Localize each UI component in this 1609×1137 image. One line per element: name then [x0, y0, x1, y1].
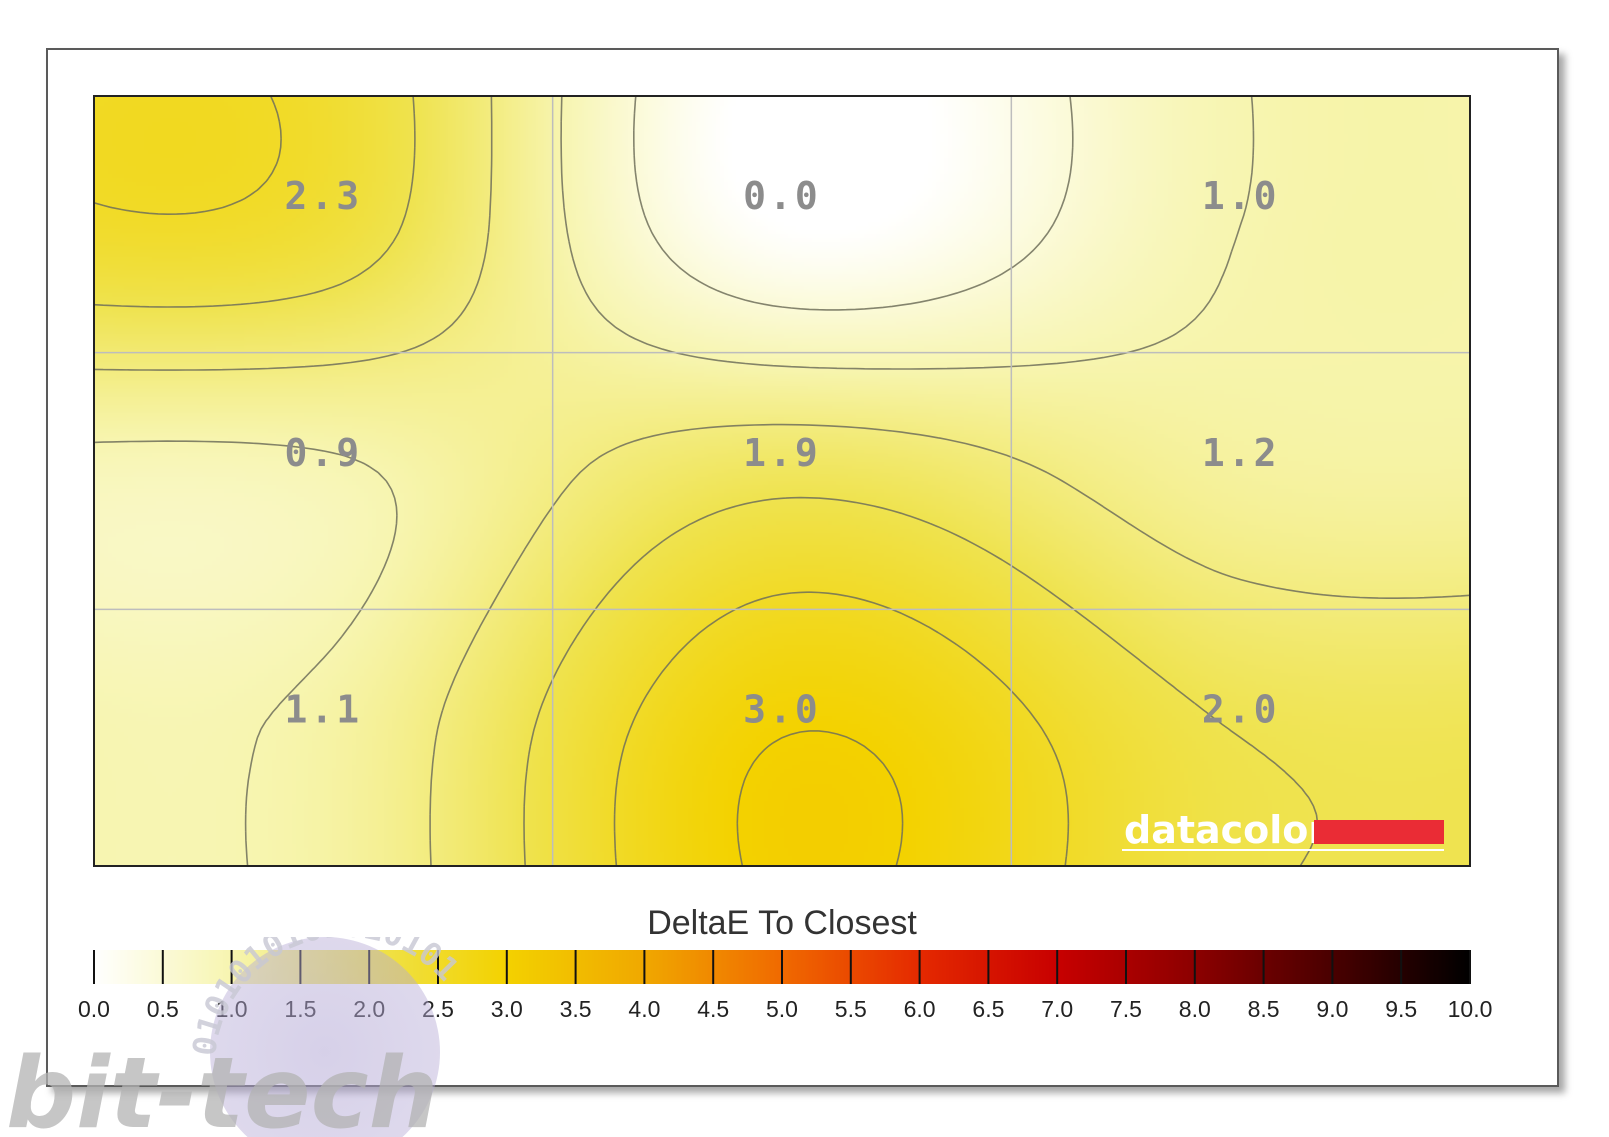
contour-line-2 — [94, 96, 1319, 866]
bit-tech-watermark: 0101010101010101 bit-tech — [6, 937, 466, 1137]
legend-tick-label-4.5: 4.5 — [697, 996, 729, 1022]
datacolor-logo: datacolor — [1122, 808, 1444, 852]
contour-lines — [94, 96, 1470, 866]
legend-tick-label-7.5: 7.5 — [1110, 996, 1142, 1022]
contour-line-1 — [94, 96, 1255, 866]
legend-tick-label-9.0: 9.0 — [1316, 996, 1348, 1022]
cell-label-r2-c2: 2.0 — [1202, 687, 1280, 731]
grid-lines — [94, 96, 1470, 866]
legend-tick-label-0.0: 0.0 — [78, 996, 110, 1022]
watermark-disc — [210, 937, 440, 1137]
legend-tick-label-5.5: 5.5 — [835, 996, 867, 1022]
cell-label-r1-c2: 1.2 — [1202, 431, 1280, 475]
legend-tick-label-8.0: 8.0 — [1179, 996, 1211, 1022]
chart-frame: 2.3 0.0 1.0 0.9 1.9 1.2 1.1 3.0 2.0 datacolor De… — [46, 48, 1559, 1087]
legend-tick-label-6.0: 6.0 — [904, 996, 936, 1022]
heatmap-chart: 2.3 0.0 1.0 0.9 1.9 1.2 1.1 3.0 2.0 datacolor De… — [78, 95, 1493, 1022]
cell-label-r1-c0: 0.9 — [285, 431, 363, 475]
datacolor-logo-text: datacolor — [1124, 808, 1327, 852]
contour-line-3 — [736, 730, 904, 866]
legend-tick-label-8.5: 8.5 — [1248, 996, 1280, 1022]
cell-label-r2-c0: 1.1 — [285, 687, 363, 731]
watermark-text: bit-tech — [6, 1037, 438, 1137]
plot-border — [93, 95, 1471, 867]
cell-label-r2-c1: 3.0 — [743, 687, 821, 731]
legend-tick-label-4.0: 4.0 — [628, 996, 660, 1022]
cell-label-r1-c1: 1.9 — [743, 431, 821, 475]
legend-tick-label-3.0: 3.0 — [491, 996, 523, 1022]
legend-title: DeltaE To Closest — [647, 904, 917, 942]
legend-tick-label-0.5: 0.5 — [147, 996, 179, 1022]
legend-tick-label-10.0: 10.0 — [1448, 996, 1493, 1022]
contour-line-1.5 — [94, 96, 1470, 866]
legend-tick-label-9.5: 9.5 — [1385, 996, 1417, 1022]
cell-value-labels: 2.3 0.0 1.0 0.9 1.9 1.2 1.1 3.0 2.0 — [285, 174, 1280, 731]
legend-tick-label-5.0: 5.0 — [766, 996, 798, 1022]
legend-tick-label-7.0: 7.0 — [1041, 996, 1073, 1022]
contour-line-0.5 — [633, 96, 1074, 311]
cell-label-r0-c1: 0.0 — [743, 174, 821, 218]
datacolor-logo-bar — [1314, 820, 1444, 844]
contour-line-2.5 — [94, 96, 1070, 866]
cell-label-r0-c0: 2.3 — [285, 174, 363, 218]
cell-label-r0-c2: 1.0 — [1202, 174, 1280, 218]
legend-tick-label-6.5: 6.5 — [972, 996, 1004, 1022]
legend-tick-label-3.5: 3.5 — [560, 996, 592, 1022]
